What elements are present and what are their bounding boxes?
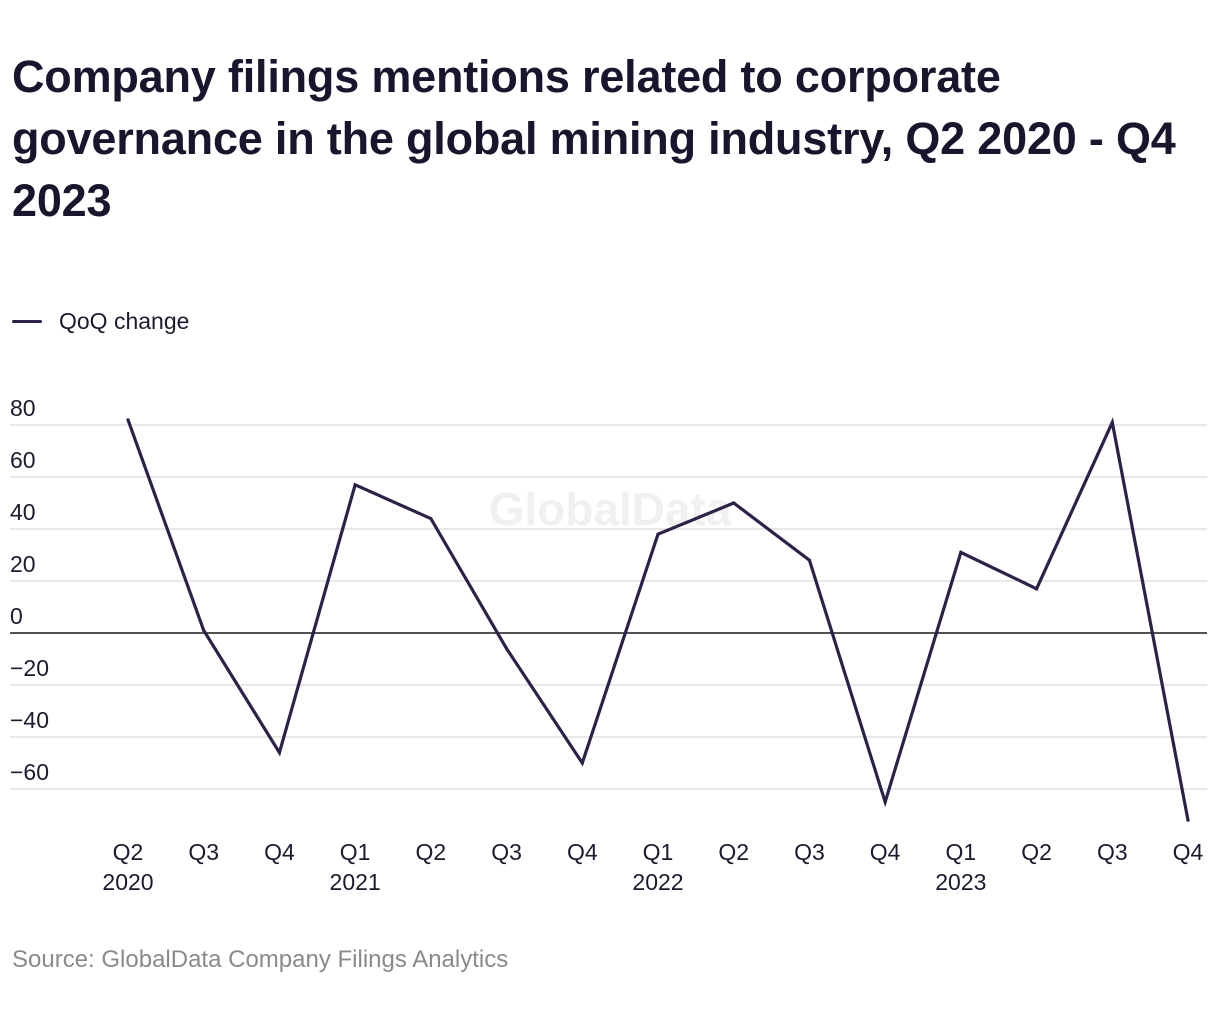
chart-title: Company filings mentions related to corp…	[12, 51, 1176, 226]
y-axis-labels: 80 60 40 20 0 −20 −40 −60	[10, 395, 49, 785]
y-tick-label: 0	[10, 603, 23, 629]
x-tick-label: Q1	[340, 839, 371, 865]
x-tick-label: Q2	[718, 839, 749, 865]
data-point	[656, 532, 660, 536]
x-tick-label: Q3	[794, 839, 825, 865]
legend: QoQ change	[12, 306, 189, 336]
data-point	[429, 517, 433, 521]
data-point	[1186, 818, 1190, 822]
x-tick-label: Q2	[416, 839, 447, 865]
y-tick-label: −40	[10, 707, 49, 733]
x-tick-label: Q3	[491, 839, 522, 865]
x-tick-year-label: 2023	[935, 869, 986, 895]
gridlines	[10, 424, 1207, 790]
series-line	[126, 417, 1190, 821]
x-axis-labels: Q2 2020 Q3 Q4 Q1 2021 Q2 Q3 Q4 Q1 2022 Q2 Q3 Q4 Q1 2023…	[102, 839, 1203, 895]
data-point	[126, 418, 130, 422]
x-tick-year-label: 2020	[102, 869, 153, 895]
x-tick-label: Q4	[1173, 839, 1204, 865]
x-tick-label: Q2	[1021, 839, 1052, 865]
data-point	[277, 751, 282, 755]
x-tick-label: Q4	[870, 839, 901, 865]
y-tick-label: 60	[10, 447, 36, 473]
y-tick-label: −60	[10, 759, 49, 785]
data-point	[353, 483, 357, 487]
source-note: Source: GlobalData Company Filings Analy…	[12, 946, 509, 973]
data-point	[580, 761, 584, 765]
series-layer	[126, 417, 1190, 822]
data-point	[883, 800, 887, 804]
x-tick-label: Q1	[643, 839, 674, 865]
data-point	[202, 628, 206, 633]
data-point	[732, 501, 736, 505]
data-point	[504, 647, 509, 651]
x-tick-label: Q3	[188, 839, 219, 865]
x-tick-year-label: 2022	[632, 869, 683, 895]
x-tick-label: Q2	[113, 839, 144, 865]
y-tick-label: −20	[10, 655, 49, 681]
x-tick-label: Q4	[567, 839, 598, 865]
data-point	[807, 558, 812, 562]
y-tick-label: 20	[10, 551, 36, 577]
x-tick-year-label: 2021	[330, 869, 381, 895]
data-point	[959, 550, 963, 555]
y-tick-label: 80	[10, 395, 36, 421]
x-tick-label: Q4	[264, 839, 295, 865]
legend-label: QoQ change	[59, 307, 190, 334]
data-point	[1034, 587, 1039, 591]
x-tick-label: Q1	[946, 839, 977, 865]
y-tick-label: 40	[10, 499, 36, 525]
legend-swatch	[12, 319, 42, 323]
x-tick-label: Q3	[1097, 839, 1128, 865]
data-point	[1110, 420, 1114, 424]
watermark: GlobalData	[489, 483, 732, 535]
